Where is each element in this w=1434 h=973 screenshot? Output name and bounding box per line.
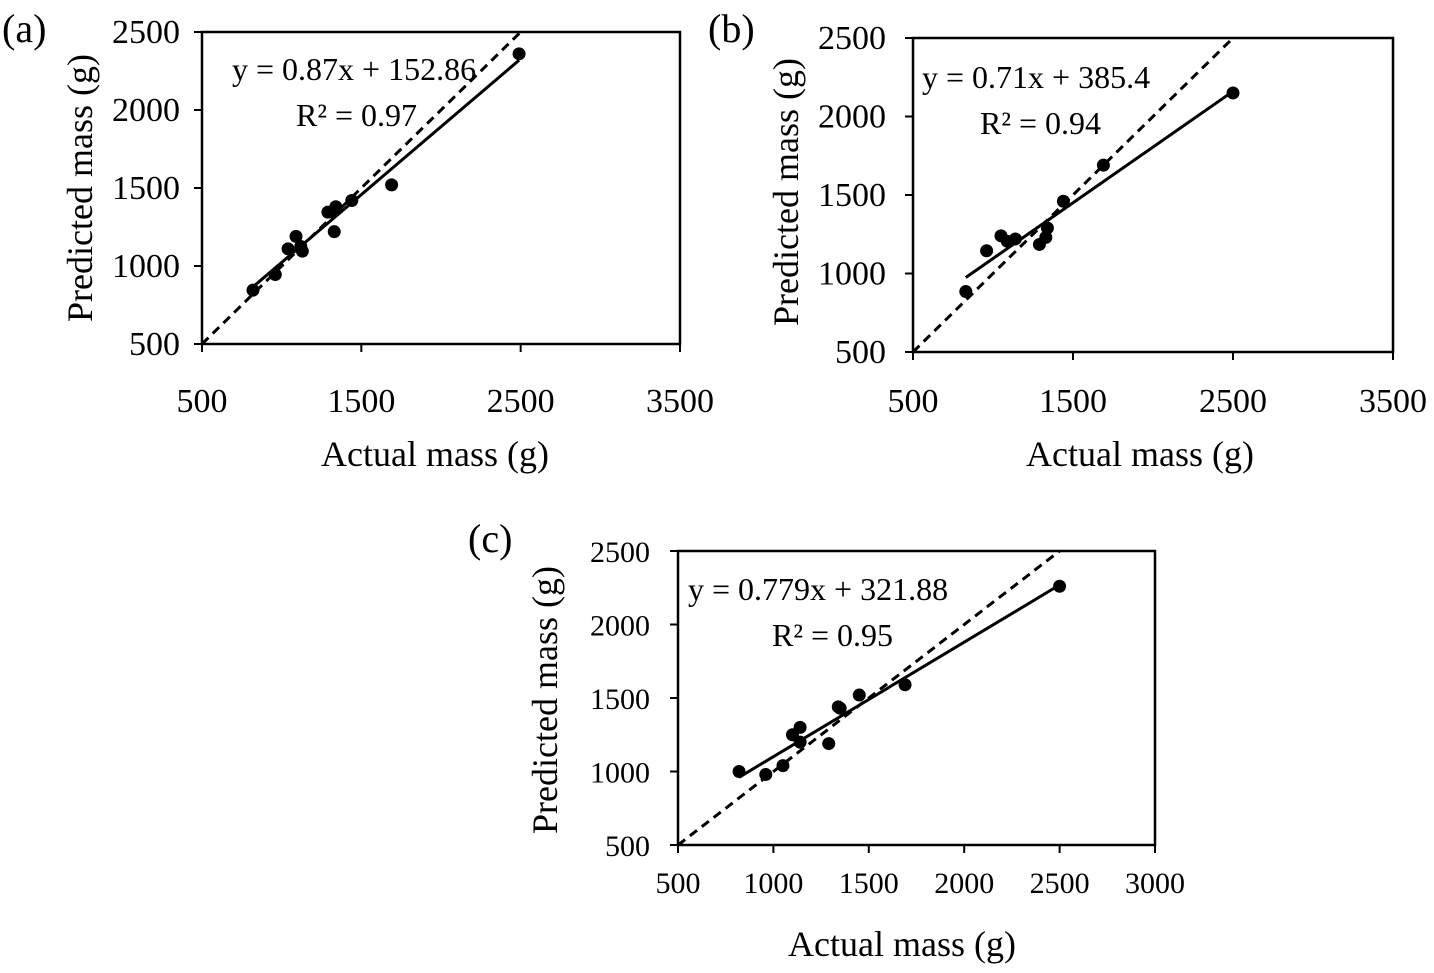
data-point [246, 283, 260, 297]
tick-labels: 500 1500 2500 3500 500 1000 1500 2000 2500 [112, 14, 714, 420]
r-squared: R² = 0.95 [772, 617, 893, 653]
data-point [822, 737, 836, 751]
plot-area [905, 36, 1395, 360]
y-tick-label: 1000 [590, 757, 650, 790]
panel-label: (c) [468, 516, 512, 561]
data-point [289, 229, 303, 243]
y-tick-label: 500 [129, 326, 180, 363]
data-point [281, 242, 295, 256]
x-tick-label: 1500 [327, 383, 395, 420]
r-squared: R² = 0.97 [296, 97, 417, 133]
y-tick-label: 1500 [112, 170, 180, 207]
y-tick-label: 2000 [112, 92, 180, 129]
x-tick-label: 2500 [1030, 867, 1090, 900]
x-tick-label: 1000 [743, 867, 803, 900]
data-point [1008, 232, 1022, 246]
x-axis-title: Actual mass (g) [321, 434, 549, 474]
y-tick-label: 1000 [818, 256, 886, 293]
y-tick-label: 2500 [818, 20, 886, 57]
data-point [959, 285, 973, 299]
tick-labels: 500 1500 2500 3500 500 1000 1500 2000 2500 [818, 20, 1427, 420]
x-axis-title: Actual mass (g) [788, 924, 1016, 964]
data-point [759, 767, 773, 781]
data-point [793, 720, 807, 734]
data-point [980, 244, 994, 258]
y-tick-label: 2000 [590, 610, 650, 643]
y-axis-title: Predicted mass (g) [60, 54, 100, 322]
x-tick-label: 500 [888, 383, 939, 420]
trendline-equation: y = 0.779x + 321.88 [688, 571, 948, 607]
data-point [1056, 194, 1070, 208]
y-tick-label: 2500 [590, 536, 650, 569]
x-tick-label: 3500 [646, 383, 714, 420]
x-tick-label: 2500 [1199, 383, 1267, 420]
x-tick-label: 1500 [1039, 383, 1107, 420]
y-tick-label: 2000 [818, 99, 886, 136]
x-tick-label: 2500 [487, 383, 555, 420]
data-point [1040, 221, 1054, 235]
data-point [1226, 86, 1240, 100]
r-squared: R² = 0.94 [980, 105, 1101, 141]
data-point [898, 678, 912, 692]
data-point [1096, 158, 1110, 172]
x-tick-label: 2000 [934, 867, 994, 900]
x-tick-label: 500 [656, 867, 701, 900]
x-tick-label: 500 [177, 383, 228, 420]
y-tick-label: 2500 [112, 14, 180, 51]
tick-labels: 500 1000 1500 2000 2500 3000 500 1000 1500 2000 25… [590, 536, 1185, 900]
y-tick-label: 1000 [112, 248, 180, 285]
panel-label: (a) [2, 6, 46, 51]
data-point [327, 225, 341, 239]
data-point [268, 268, 282, 282]
y-tick-label: 1500 [818, 177, 886, 214]
x-tick-label: 3500 [1359, 383, 1427, 420]
data-point [833, 701, 847, 715]
trendline [738, 583, 1061, 779]
data-point [852, 688, 866, 702]
trendline-equation: y = 0.71x + 385.4 [922, 59, 1150, 95]
x-tick-label: 1500 [839, 867, 899, 900]
data-point [793, 735, 807, 749]
y-axis-title: Predicted mass (g) [766, 58, 806, 326]
x-tick-label: 3000 [1125, 867, 1185, 900]
plot-area [670, 549, 1157, 853]
data-point [776, 759, 790, 773]
panel-b: (b) 500 1500 2500 3500 500 1000 1500 2000 2500 A… [708, 6, 1427, 474]
y-tick-label: 1500 [590, 683, 650, 716]
panel-label: (b) [708, 6, 755, 51]
y-axis-title: Predicted mass (g) [525, 566, 565, 834]
panel-a: (a) 500 1500 2500 3500 500 1000 1500 2000 2500 A… [2, 6, 714, 474]
trendline-equation: y = 0.87x + 152.86 [232, 51, 476, 87]
panel-c: (c) 500 1000 1500 2000 2500 3000 500 1000 1500 20… [468, 516, 1185, 964]
y-tick-label: 500 [835, 334, 886, 371]
data-point [295, 244, 309, 258]
x-axis-title: Actual mass (g) [1026, 434, 1254, 474]
data-point [1053, 579, 1067, 593]
y-tick-label: 500 [605, 830, 650, 863]
plot-area [194, 30, 682, 352]
data-point [345, 193, 359, 207]
data-point [732, 765, 746, 778]
data-point [385, 178, 399, 192]
data-point [329, 200, 343, 214]
data-point [512, 47, 526, 61]
